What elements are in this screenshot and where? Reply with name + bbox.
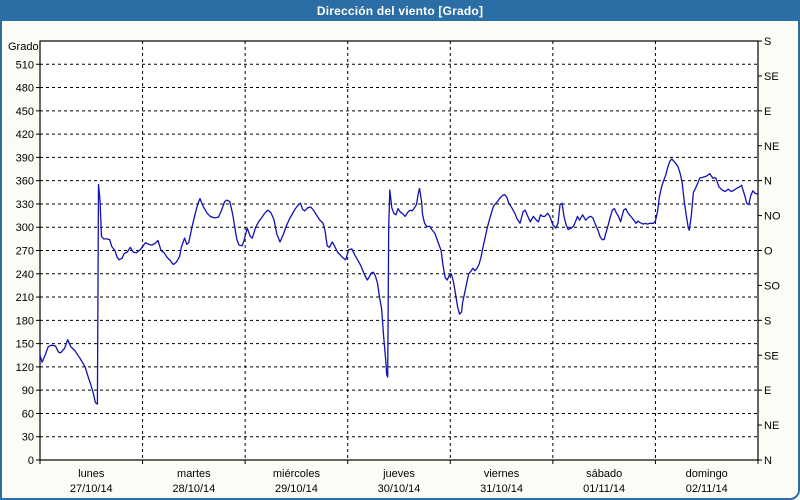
y-right-tick-label: NE bbox=[764, 420, 779, 432]
y-right-tick-label: N bbox=[764, 455, 772, 467]
y-left-tick-label: 330 bbox=[16, 199, 34, 211]
y-left-tick-label: 300 bbox=[16, 222, 34, 234]
x-axis-date-label: 30/10/14 bbox=[378, 483, 421, 495]
y-left-tick-label: 180 bbox=[16, 315, 34, 327]
y-right-tick-label: SO bbox=[764, 280, 780, 292]
y-right-tick-label: SE bbox=[764, 71, 779, 83]
x-axis-day-label: jueves bbox=[382, 468, 415, 480]
x-axis-day-label: miércoles bbox=[273, 468, 321, 480]
x-axis-day-label: martes bbox=[177, 468, 211, 480]
y-left-tick-label: 90 bbox=[22, 385, 34, 397]
y-left-tick-label: 30 bbox=[22, 432, 34, 444]
y-right-tick-label: O bbox=[764, 246, 773, 258]
y-left-tick-label: 450 bbox=[16, 106, 34, 118]
x-axis-date-label: 27/10/14 bbox=[70, 483, 113, 495]
y-right-tick-label: S bbox=[764, 315, 771, 327]
y-right-tick-label: SE bbox=[764, 350, 779, 362]
x-axis-date-label: 29/10/14 bbox=[275, 483, 318, 495]
y-left-tick-label: 270 bbox=[16, 246, 34, 258]
y-left-tick-label: 480 bbox=[16, 83, 34, 95]
y-right-tick-label: N bbox=[764, 176, 772, 188]
y-right-tick-label: E bbox=[764, 385, 771, 397]
y-left-tick-label: 420 bbox=[16, 129, 34, 141]
x-axis-date-label: 02/11/14 bbox=[686, 483, 728, 495]
chart-title-bar: Dirección del viento [Grado] bbox=[0, 0, 800, 21]
y-right-tick-label: E bbox=[764, 106, 771, 118]
y-left-tick-label: 60 bbox=[22, 408, 34, 420]
y-right-tick-label: S bbox=[764, 36, 771, 48]
y-left-tick-label: 240 bbox=[16, 269, 34, 281]
y-left-tick-label: 510 bbox=[16, 59, 34, 71]
y-left-tick-label: 120 bbox=[16, 362, 34, 374]
x-axis-date-label: 28/10/14 bbox=[172, 483, 215, 495]
plot-area bbox=[40, 41, 758, 460]
x-axis-date-label: 31/10/14 bbox=[480, 483, 523, 495]
x-axis-day-label: viernes bbox=[484, 468, 520, 480]
chart-title: Dirección del viento [Grado] bbox=[316, 3, 484, 18]
wind-direction-line bbox=[39, 158, 758, 405]
y-axis-title: Grado bbox=[8, 41, 39, 53]
y-left-tick-label: 150 bbox=[16, 339, 34, 351]
x-axis-date-label: 01/11/14 bbox=[583, 483, 625, 495]
x-axis-day-label: lunes bbox=[78, 468, 105, 480]
y-right-tick-label: NO bbox=[764, 211, 781, 223]
x-axis-day-label: sábado bbox=[586, 468, 622, 480]
y-left-tick-label: 0 bbox=[28, 455, 34, 467]
y-left-tick-label: 390 bbox=[16, 152, 34, 164]
y-right-tick-label: NE bbox=[764, 141, 779, 153]
y-left-tick-label: 210 bbox=[16, 292, 34, 304]
y-left-tick-label: 360 bbox=[16, 176, 34, 188]
x-axis-day-label: domingo bbox=[686, 468, 728, 480]
